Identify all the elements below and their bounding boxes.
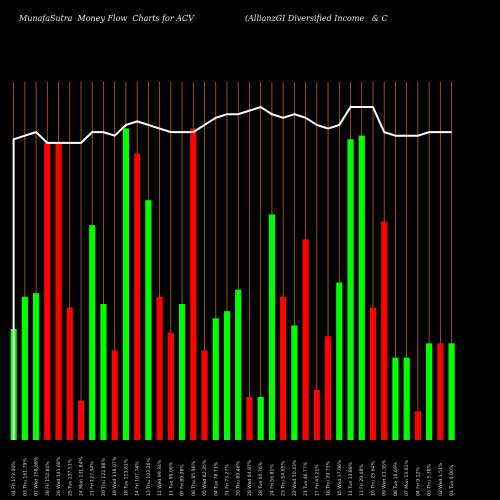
- bar: [268, 214, 276, 440]
- x-tick-label: 05 Wed 82.25%: [202, 459, 208, 496]
- x-tick-label: 20 Thu 122.88%: [101, 458, 107, 496]
- bar: [392, 357, 399, 440]
- x-tick-label: 04 Fri 172.00%: [11, 461, 17, 496]
- x-tick-label: 19 Wed 118.07%: [112, 456, 118, 496]
- x-tick-label: 24 Fri 56.81%: [269, 464, 275, 496]
- x-tick-label: 17 Fri 43.21%: [314, 464, 320, 496]
- x-tick-label: 30 Thu 69.46%: [236, 460, 242, 496]
- bar: [257, 397, 264, 440]
- x-tick-label: 26 Wed 141.68%: [56, 456, 62, 496]
- bar: [77, 400, 85, 440]
- x-tick-label: 28 Tue 60.76%: [258, 461, 264, 496]
- bar: [156, 296, 163, 440]
- bar: [302, 239, 309, 440]
- bar: [223, 311, 231, 440]
- x-tick-label: 06 Thu 85.96%: [191, 460, 197, 496]
- bar: [21, 296, 28, 440]
- chart-title: MunafaSutra Money Flow Charts for ACV: [19, 14, 194, 23]
- x-tick-label: 21 Tue 46.77%: [303, 461, 309, 496]
- x-tick-label: 08 Tue 16.69%: [393, 461, 399, 496]
- bar: [201, 350, 208, 440]
- x-tick-label: 02 Wed 1.51%: [438, 462, 444, 496]
- bar: [178, 303, 186, 440]
- chart-header: MunafaSutra Money Flow Charts for ACV (A…: [0, 14, 500, 28]
- x-tick-label: 31 Fri 73.27%: [224, 464, 230, 496]
- bar: [212, 318, 219, 440]
- money-flow-line: [12, 106, 452, 440]
- x-tick-label: 14 Fri 107.74%: [135, 461, 141, 496]
- x-tick-label: 15 Wed 37.06%: [337, 459, 343, 496]
- x-tick-label: 12 Wed 99.34%: [157, 459, 163, 496]
- bar: [167, 332, 174, 440]
- bar: [280, 296, 287, 440]
- bar: [235, 289, 242, 440]
- bar: [324, 336, 332, 440]
- bar: [426, 343, 433, 440]
- bar: [448, 343, 455, 440]
- bar: [145, 200, 152, 440]
- bar: [336, 282, 343, 440]
- bar: [414, 411, 421, 440]
- x-tick-label: 24 Mon 131.84%: [78, 456, 84, 496]
- x-tick-label: 23 Thu 54.65%: [281, 460, 287, 496]
- bar: [358, 135, 365, 440]
- bar: [369, 307, 377, 440]
- x-tick-label: 09 Wed 21.35%: [382, 459, 388, 496]
- bar: [122, 128, 130, 441]
- x-tick-label: 02 Wed 158.68%: [34, 456, 40, 496]
- bar: [44, 142, 51, 441]
- x-tick-label: 03 Thu 5.38%: [427, 463, 433, 496]
- bar: [190, 128, 197, 441]
- x-tick-label: 25 Tue 137.51%: [67, 458, 73, 496]
- bar: [100, 303, 107, 440]
- bar: [89, 225, 96, 440]
- bar: [66, 307, 73, 440]
- x-tick-label: 21 Fri 127.54%: [90, 461, 96, 496]
- chart-subtitle: (AllianzGI Diversified Income & C: [245, 14, 388, 23]
- x-tick-label: 16 Thu 39.75%: [326, 460, 332, 496]
- bar: [313, 389, 320, 440]
- x-tick-label: 04 Tue 78.71%: [213, 461, 219, 496]
- x-tick-label: 29 Wed 64.87%: [247, 459, 253, 496]
- x-tick-label: 13 Thu 103.26%: [146, 458, 152, 496]
- bar: [134, 153, 141, 440]
- x-tick-label: 07 Mon 13.81%: [404, 459, 410, 496]
- x-tick-label: 03 Thu 161.79%: [22, 458, 28, 496]
- bars: [10, 128, 455, 441]
- bar: [32, 293, 40, 440]
- bar: [437, 343, 444, 440]
- x-tick-label: 11 Fri 29.48%: [359, 464, 365, 496]
- x-tick-label: 28 Fri 152.84%: [45, 461, 51, 496]
- x-tick-label: 07 Fri 89.08%: [180, 464, 186, 496]
- x-axis-labels: 04 Fri 172.00% 03 Thu 161.79% 02 Wed 158.6…: [11, 456, 455, 496]
- x-tick-label: 18 Tue 113.81%: [123, 458, 129, 496]
- x-tick-label: 04 Fri 9.12%: [415, 467, 421, 496]
- bar: [291, 325, 298, 440]
- x-tick-label: 10 Thu 25.64%: [370, 460, 376, 496]
- x-tick-label: 22 Wed 50.43%: [292, 459, 298, 496]
- bar: [111, 350, 118, 440]
- bar: [55, 142, 62, 441]
- bar: [381, 221, 388, 440]
- x-tick-label: 01 Tue 0.00%: [449, 464, 455, 496]
- money-flow-line-path: [12, 106, 452, 440]
- bar: [347, 139, 354, 440]
- bar: [246, 397, 253, 440]
- x-tick-label: 11 Tue 96.06%: [168, 461, 174, 496]
- bar: [403, 357, 410, 440]
- x-tick-label: 14 Tue 33.88%: [348, 461, 354, 496]
